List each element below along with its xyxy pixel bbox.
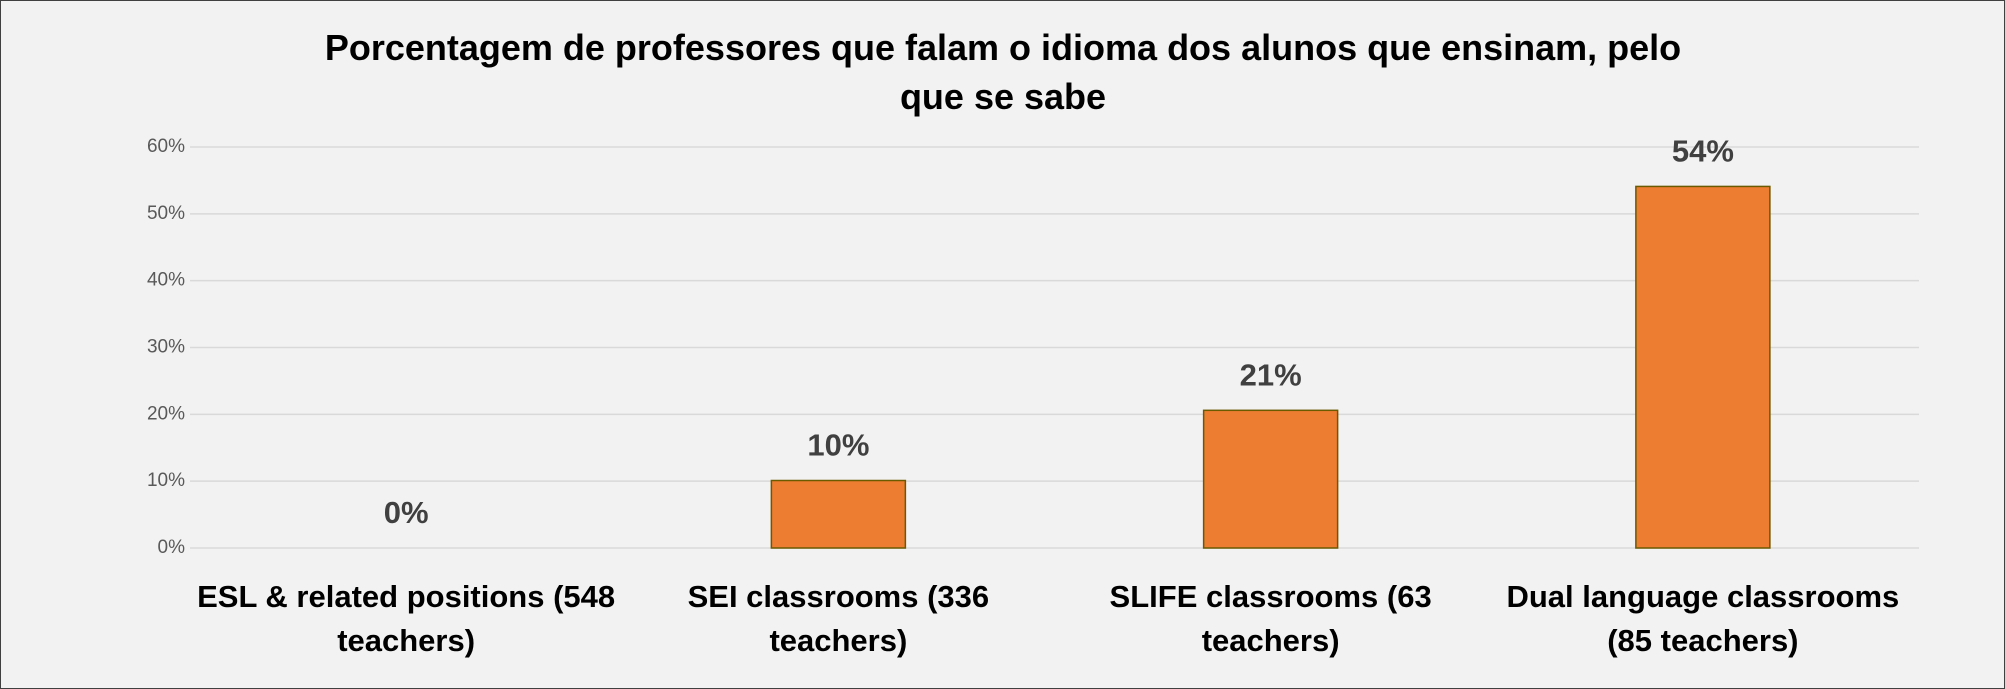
data-label: 0%	[384, 495, 429, 530]
chart-title: Porcentagem de professores que falam o i…	[324, 27, 1682, 117]
x-tick-label: ESL & related positions (548 teachers)	[197, 579, 616, 658]
y-tick-label: 0%	[158, 537, 186, 558]
x-tick-label: SEI classrooms (336 teachers)	[687, 579, 990, 658]
data-label: 54%	[1672, 134, 1734, 169]
bar	[770, 479, 907, 549]
y-tick-label: 60%	[147, 136, 185, 157]
y-tick-label: 40%	[147, 270, 185, 291]
bar	[1635, 185, 1771, 549]
data-label: 10%	[807, 428, 869, 463]
x-tick-label: Dual language classrooms (85 teachers)	[1506, 579, 1900, 658]
bar	[1202, 409, 1339, 549]
y-tick-label: 50%	[147, 203, 185, 224]
data-label: 21%	[1240, 358, 1302, 393]
x-tick-label: SLIFE classrooms (63 teachers)	[1109, 579, 1432, 658]
y-tick-label: 20%	[147, 403, 185, 424]
y-tick-label: 10%	[147, 470, 185, 491]
y-tick-label: 30%	[147, 337, 185, 358]
